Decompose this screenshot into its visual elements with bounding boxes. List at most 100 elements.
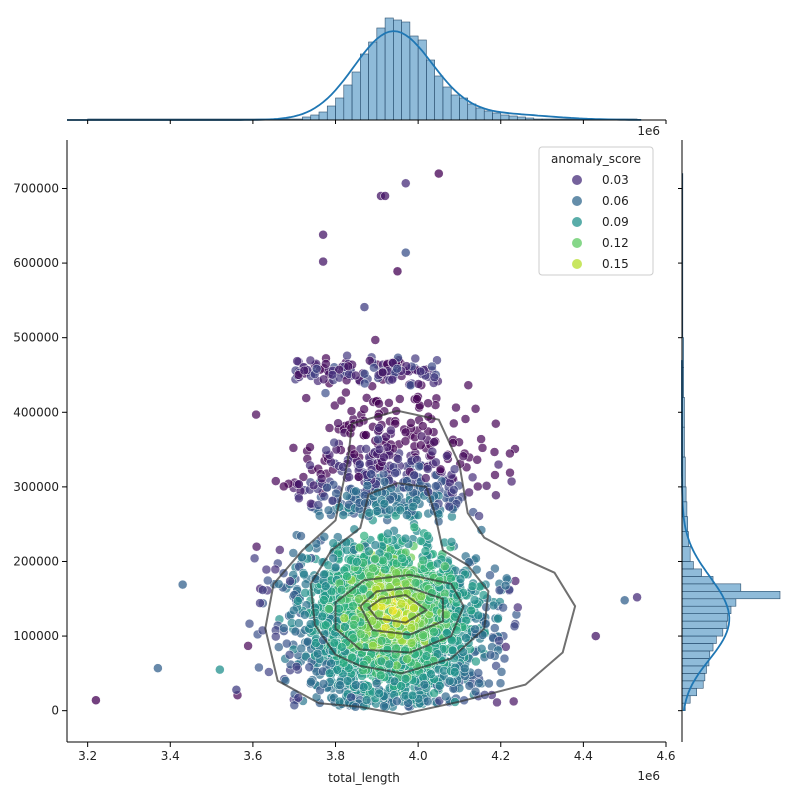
- scatter-point: [361, 430, 371, 440]
- scatter-point: [410, 578, 421, 588]
- scatter-point: [470, 686, 481, 697]
- scatter-point: [288, 548, 299, 558]
- scatter-point: [632, 592, 642, 603]
- scatter-point: [505, 467, 515, 478]
- scatter-point: [449, 418, 459, 429]
- scatter-point: [279, 481, 289, 492]
- scatter-point: [291, 661, 302, 672]
- scatter-point: [400, 578, 411, 589]
- scatter-point: [498, 602, 508, 613]
- scatter-point: [386, 425, 396, 436]
- scatter-point: [485, 570, 495, 580]
- top-hist-bar: [368, 41, 378, 121]
- scatter-point: [506, 476, 517, 487]
- scatter-point: [495, 678, 506, 688]
- y-tick-label: 500000: [13, 331, 59, 345]
- scatter-point: [489, 447, 500, 457]
- scatter-point: [505, 448, 515, 459]
- scatter-point: [476, 434, 486, 444]
- x-tick-label: 4.0: [409, 749, 428, 763]
- right-hist-bar: [681, 546, 691, 562]
- scatter-point: [285, 576, 295, 586]
- scatter-point: [296, 531, 306, 541]
- scatter-point: [359, 378, 370, 389]
- scatter-point: [393, 454, 403, 464]
- right-hist-bar: [681, 568, 702, 577]
- scatter-point: [488, 600, 499, 611]
- scatter-point: [431, 481, 441, 491]
- scatter-point: [374, 398, 384, 409]
- x-tick-label: 3.4: [161, 749, 180, 763]
- scatter-point: [274, 642, 284, 652]
- scatter-point: [271, 476, 281, 486]
- scatter-point: [387, 374, 397, 385]
- scatter-point: [409, 603, 419, 613]
- scatter-point: [299, 365, 310, 376]
- scatter-point: [423, 398, 433, 408]
- x-tick-label: 3.8: [326, 749, 345, 763]
- scatter-point: [405, 380, 416, 391]
- scatter-point: [292, 356, 302, 366]
- right-hist-bar: [681, 591, 781, 600]
- scatter-point: [493, 459, 504, 470]
- scatter-point: [484, 678, 494, 689]
- scatter-point: [342, 676, 353, 686]
- scatter-point: [431, 457, 441, 468]
- right-hist-bar: [681, 605, 732, 614]
- x-axis-label: total_length: [328, 771, 400, 785]
- y-tick-label: 300000: [13, 480, 59, 494]
- scatter-point: [400, 427, 411, 438]
- scatter-point: [377, 367, 388, 378]
- scatter-point: [338, 510, 349, 520]
- scatter-point: [306, 677, 316, 687]
- scatter-point: [491, 418, 501, 429]
- scatter-point: [339, 613, 350, 623]
- scatter-point: [406, 418, 416, 428]
- right-hist-bar: [681, 613, 729, 622]
- scatter-point: [429, 437, 439, 447]
- right-hist-bar: [681, 628, 724, 637]
- scatter-point: [153, 663, 163, 673]
- scatter-point: [284, 650, 295, 660]
- scatter-point: [365, 355, 375, 366]
- right-hist-bar: [681, 650, 711, 659]
- scatter-point: [384, 398, 394, 408]
- scatter-point: [327, 370, 338, 380]
- y-tick-label: 400000: [13, 405, 59, 419]
- kde-contour: [359, 586, 444, 636]
- scatter-point: [379, 498, 390, 509]
- scatter-point: [369, 362, 379, 373]
- scatter-point: [319, 569, 329, 580]
- scatter-point: [477, 443, 488, 453]
- scatter-point: [449, 485, 459, 495]
- top-hist-bar: [467, 103, 477, 121]
- scatter-point: [304, 662, 315, 672]
- scatter-point: [435, 464, 446, 475]
- scatter-point: [358, 682, 369, 692]
- scatter-point: [300, 579, 311, 589]
- scatter-point: [370, 554, 380, 564]
- right-hist-bar: [681, 620, 728, 629]
- scatter-point: [336, 585, 347, 595]
- scatter-point: [440, 691, 451, 702]
- scatter-point: [416, 431, 427, 442]
- scatter-point: [440, 561, 450, 572]
- scatter-point: [300, 610, 310, 620]
- scatter-point: [392, 696, 402, 706]
- scatter-point: [314, 510, 325, 521]
- scatter-point: [490, 563, 500, 574]
- right-hist-bar: [681, 561, 694, 570]
- scatter-point: [263, 575, 273, 586]
- top-hist-bar: [475, 107, 485, 121]
- scatter-point: [324, 604, 334, 614]
- scatter-point: [289, 700, 300, 711]
- legend-label: 0.15: [602, 257, 629, 271]
- scatter-point: [318, 256, 328, 267]
- scatter-point: [324, 668, 335, 679]
- scatter-point: [249, 553, 260, 564]
- scatter-point: [335, 680, 345, 690]
- scatter-point: [396, 598, 407, 609]
- scatter-point: [400, 533, 411, 544]
- scatter-point: [382, 644, 393, 655]
- x-tick-label: 3.2: [78, 749, 97, 763]
